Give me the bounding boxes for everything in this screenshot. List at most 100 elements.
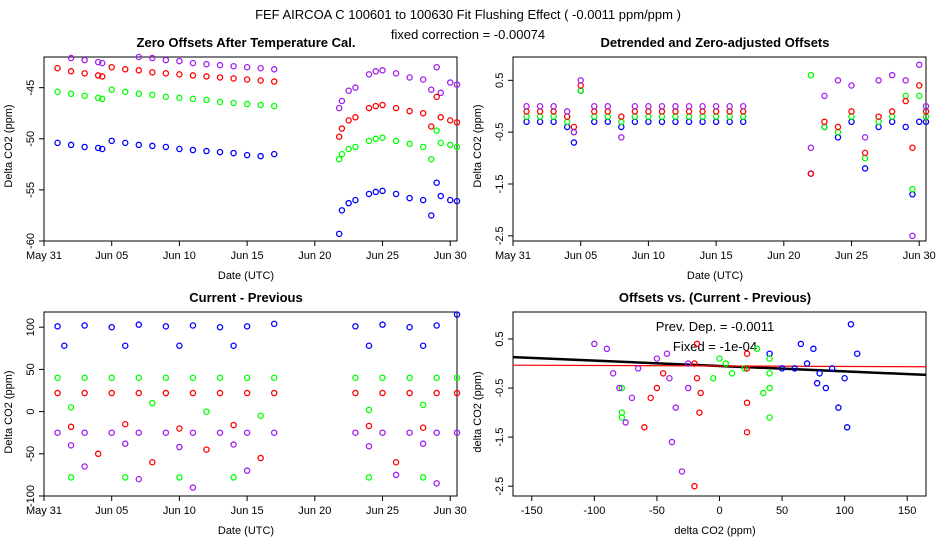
zero_offsets-point-red: [428, 123, 435, 130]
current_previous-point-purple: [176, 443, 183, 451]
detrended-xtick-label: May 31: [495, 250, 531, 262]
current_previous-point-purple: [189, 484, 197, 491]
current_previous-point-blue: [121, 342, 129, 350]
current_previous-point-blue: [243, 323, 251, 330]
current_previous-point-blue: [81, 322, 88, 329]
zero_offsets-point-red: [176, 71, 183, 78]
zero_offsets-point-red: [335, 133, 343, 140]
offsets_vs_current_previous-point-green: [722, 360, 730, 367]
current_previous-point-green: [203, 408, 210, 415]
current_previous-point-red: [352, 389, 359, 397]
zero_offsets-point-blue: [94, 144, 102, 152]
zero_offsets-point-green: [243, 100, 251, 108]
detrended-point-green: [909, 185, 916, 193]
current_previous-point-green: [352, 374, 359, 382]
detrended-point-green: [563, 118, 571, 126]
zero_offsets-point-green: [392, 137, 400, 145]
current_previous-point-green: [176, 474, 183, 481]
zero_offsets-point-blue: [433, 179, 440, 186]
current_previous-point-blue: [54, 323, 61, 330]
zero_offsets-point-purple: [230, 62, 237, 70]
zero_offsets-ytick-label: -55: [25, 182, 37, 198]
offsets_vs_current_previous-point-green: [728, 370, 736, 377]
detrended-point-purple: [523, 102, 530, 110]
offsets_vs_current_previous-point-green: [741, 365, 748, 372]
current_previous-point-purple: [216, 429, 224, 436]
zero_offsets-point-red: [270, 78, 278, 85]
current_previous-point-red: [135, 389, 143, 397]
zero_offsets-point-purple: [176, 57, 183, 65]
offsets_vs_current_previous-xtick-label: 50: [776, 505, 788, 517]
zero_offsets-point-green: [372, 135, 380, 143]
offsets_vs_current_previous-point-purple: [666, 374, 673, 382]
offsets_vs_current_previous-point-green: [766, 370, 773, 377]
offsets_vs_current_previous-xtick-label: -50: [649, 505, 665, 517]
zero_offsets-point-blue: [162, 143, 170, 151]
zero_offsets-point-green: [203, 96, 210, 104]
current_previous-point-green: [216, 374, 224, 382]
current_previous-point-purple: [365, 442, 373, 450]
detrended-point-green: [550, 113, 557, 120]
offsets-vs-ylabel: delta CO2 (ppm): [472, 371, 484, 452]
detrended-point-red: [618, 113, 625, 120]
current_previous-point-purple: [121, 440, 129, 447]
current_previous-point-green: [419, 401, 427, 409]
detrended-point-green: [699, 113, 706, 120]
detrended-point-red: [699, 108, 706, 115]
zero_offsets-point-red: [98, 73, 106, 80]
offsets_vs_current_previous-xtick-label: 100: [835, 505, 853, 517]
detrended-point-blue: [915, 118, 923, 126]
detrended-point-purple: [645, 102, 652, 110]
offsets_vs_current_previous-xtick-label: -150: [521, 505, 543, 517]
detrended-point-green: [834, 128, 842, 136]
offsets_vs_current_previous-point-red: [653, 384, 661, 392]
offsets_vs_current_previous-point-red: [743, 428, 751, 436]
detrended-point-red: [563, 113, 571, 120]
detrended-point-purple: [699, 102, 706, 110]
offsets_vs_current_previous-point-red: [696, 409, 703, 416]
detrended-point-purple: [807, 144, 815, 151]
offsets_vs_current_previous-point-green: [766, 355, 773, 362]
detrended-point-purple: [570, 128, 578, 136]
zero_offsets-point-green: [54, 88, 61, 96]
detrended-point-green: [631, 113, 639, 120]
zero_offsets-point-purple: [352, 84, 359, 91]
current_previous-point-green: [433, 374, 440, 382]
detrended-ytick-label: 0.5: [494, 73, 506, 88]
detrended-xtick-label: Jun 20: [767, 250, 800, 262]
current_previous-point-red: [94, 450, 102, 458]
zero_offsets-point-green: [419, 143, 427, 151]
zero_offsets-point-blue: [230, 149, 237, 157]
detrended-point-red: [570, 123, 578, 131]
zero_offsets-point-red: [189, 72, 197, 79]
current_previous-point-red: [433, 389, 440, 397]
zero_offsets-point-green: [270, 102, 278, 110]
zero_offsets-point-blue: [203, 147, 210, 155]
detrended-point-red: [915, 82, 923, 89]
current_previous-point-blue: [61, 342, 68, 350]
current_previous-point-purple: [352, 429, 359, 436]
offsets_vs_current_previous-point-red: [641, 424, 648, 431]
offsets_vs_current_previous-point-red: [691, 482, 698, 490]
zero_offsets-point-red: [108, 63, 115, 71]
current_previous-point-purple: [379, 429, 386, 436]
detrended-point-purple: [618, 134, 625, 141]
zero_offsets-point-green: [108, 86, 115, 93]
zero_offsets-point-red: [352, 114, 359, 121]
detrended-point-red: [604, 108, 612, 115]
zero_offsets-point-blue: [419, 196, 427, 204]
detrended-point-red: [658, 108, 666, 115]
detrended-point-blue: [536, 118, 544, 126]
offsets_vs_current_previous-point-blue: [843, 424, 851, 431]
offsets_vs_current_previous-point-red: [693, 340, 701, 348]
current_previous-point-purple: [243, 429, 251, 436]
zero_offsets-point-red: [216, 74, 224, 81]
offsets_vs_current_previous-point-purple: [678, 468, 686, 475]
current-previous-ylabel: Delta CO2 (ppm): [3, 370, 15, 453]
offsets_vs_current_previous-ytick-label: -2.5: [494, 477, 506, 496]
zero_offsets-point-red: [54, 64, 61, 72]
detrended-point-purple: [888, 71, 896, 79]
offsets_vs_current_previous-point-blue: [803, 360, 811, 367]
current_previous-point-purple: [108, 429, 115, 436]
zero_offsets-point-green: [379, 134, 386, 142]
